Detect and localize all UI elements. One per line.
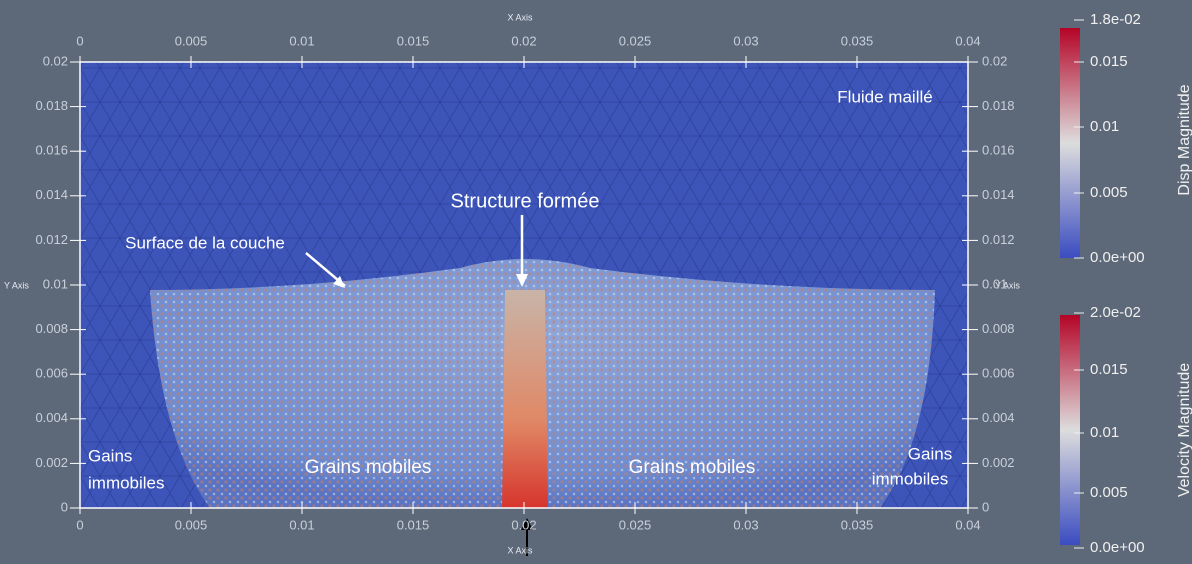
- x-tick-label: 0: [76, 517, 83, 532]
- x-tick-label: 0.005: [175, 517, 208, 532]
- y-tick-label: 0.006: [982, 366, 1015, 381]
- x-tick-label: 0.035: [841, 517, 874, 532]
- x-tick-label: 0: [76, 33, 83, 48]
- y-tick-label: 0.01: [43, 276, 68, 291]
- y-tick-label: 0.016: [35, 143, 68, 158]
- x-tick-label: 0.035: [841, 33, 874, 48]
- y-tick-label: 0: [982, 499, 989, 514]
- annotation: Gains: [908, 444, 952, 463]
- colorbar-label: 0.005: [1090, 184, 1128, 201]
- colorbar-label: 1.8e-02: [1090, 11, 1141, 28]
- y-tick-label: 0.012: [35, 232, 68, 247]
- screenshot: X Axis X Axis Y Axis Y Axis Fluide maill…: [0, 0, 1192, 559]
- annotation: Grains mobiles: [629, 457, 756, 478]
- y-tick-label: 0.02: [982, 53, 1007, 68]
- y-tick-label: 0.01: [982, 276, 1007, 291]
- y-tick-label: 0: [61, 499, 68, 514]
- x-tick-label: 0.02: [511, 33, 536, 48]
- colorbar-label: 0.015: [1090, 53, 1128, 70]
- colorbar-title: Disp Magnitude: [1176, 84, 1192, 195]
- y-tick-label: 0.018: [35, 98, 68, 113]
- simulation-field: [80, 62, 968, 556]
- y-tick-label: 0.004: [982, 410, 1015, 425]
- annotation: Surface de la couche: [125, 233, 285, 252]
- colorbar-velocity: [1060, 315, 1080, 545]
- x-tick-label: 0.025: [619, 517, 652, 532]
- y-tick-label: 0.012: [982, 232, 1015, 247]
- y-tick-label: 0.02: [43, 53, 68, 68]
- y-tick-label: 0.018: [982, 98, 1015, 113]
- x-tick-label: 0.03: [733, 517, 758, 532]
- colorbar-title: Velocity Magnitude: [1176, 363, 1192, 497]
- y-tick-label: 0.008: [982, 321, 1015, 336]
- axis-title: X Axis: [507, 12, 533, 22]
- colorbar-label: 0.01: [1090, 118, 1119, 135]
- colorbar-label: 0.0e+00: [1090, 539, 1145, 556]
- colorbar-label: 0.005: [1090, 484, 1128, 501]
- x-tick-label: 0.005: [175, 33, 208, 48]
- axis-title: X Axis: [507, 545, 533, 555]
- y-tick-label: 0.002: [35, 455, 68, 470]
- annotation: Gains: [88, 446, 132, 465]
- axis-title: Y Axis: [4, 280, 29, 290]
- y-tick-label: 0.016: [982, 143, 1015, 158]
- y-tick-label: 0.008: [35, 321, 68, 336]
- annotation: Grains mobiles: [305, 457, 432, 478]
- colorbar-label: 2.0e-02: [1090, 304, 1141, 321]
- y-tick-label: 0.014: [982, 187, 1015, 202]
- x-tick-label: 0.04: [955, 33, 980, 48]
- colorbar-label: 0.01: [1090, 424, 1119, 441]
- x-tick-label: 0.04: [955, 517, 980, 532]
- y-tick-label: 0.002: [982, 455, 1015, 470]
- x-tick-label: 0.015: [397, 33, 430, 48]
- annotation: Structure formée: [451, 190, 600, 212]
- x-tick-label: 0.01: [289, 517, 314, 532]
- x-tick-label: 0.025: [619, 33, 652, 48]
- y-tick-label: 0.006: [35, 366, 68, 381]
- annotation: Fluide maillé: [837, 87, 932, 106]
- x-tick-label: 0.01: [289, 33, 314, 48]
- x-tick-label: 0.02: [511, 517, 536, 532]
- x-tick-label: 0.015: [397, 517, 430, 532]
- colorbar-label: 0.015: [1090, 361, 1128, 378]
- annotation: immobiles: [88, 473, 165, 492]
- colorbar-label: 0.0e+00: [1090, 249, 1145, 266]
- y-tick-label: 0.004: [35, 410, 68, 425]
- y-tick-label: 0.014: [35, 187, 68, 202]
- x-tick-label: 0.03: [733, 33, 758, 48]
- annotation: immobiles: [872, 469, 949, 488]
